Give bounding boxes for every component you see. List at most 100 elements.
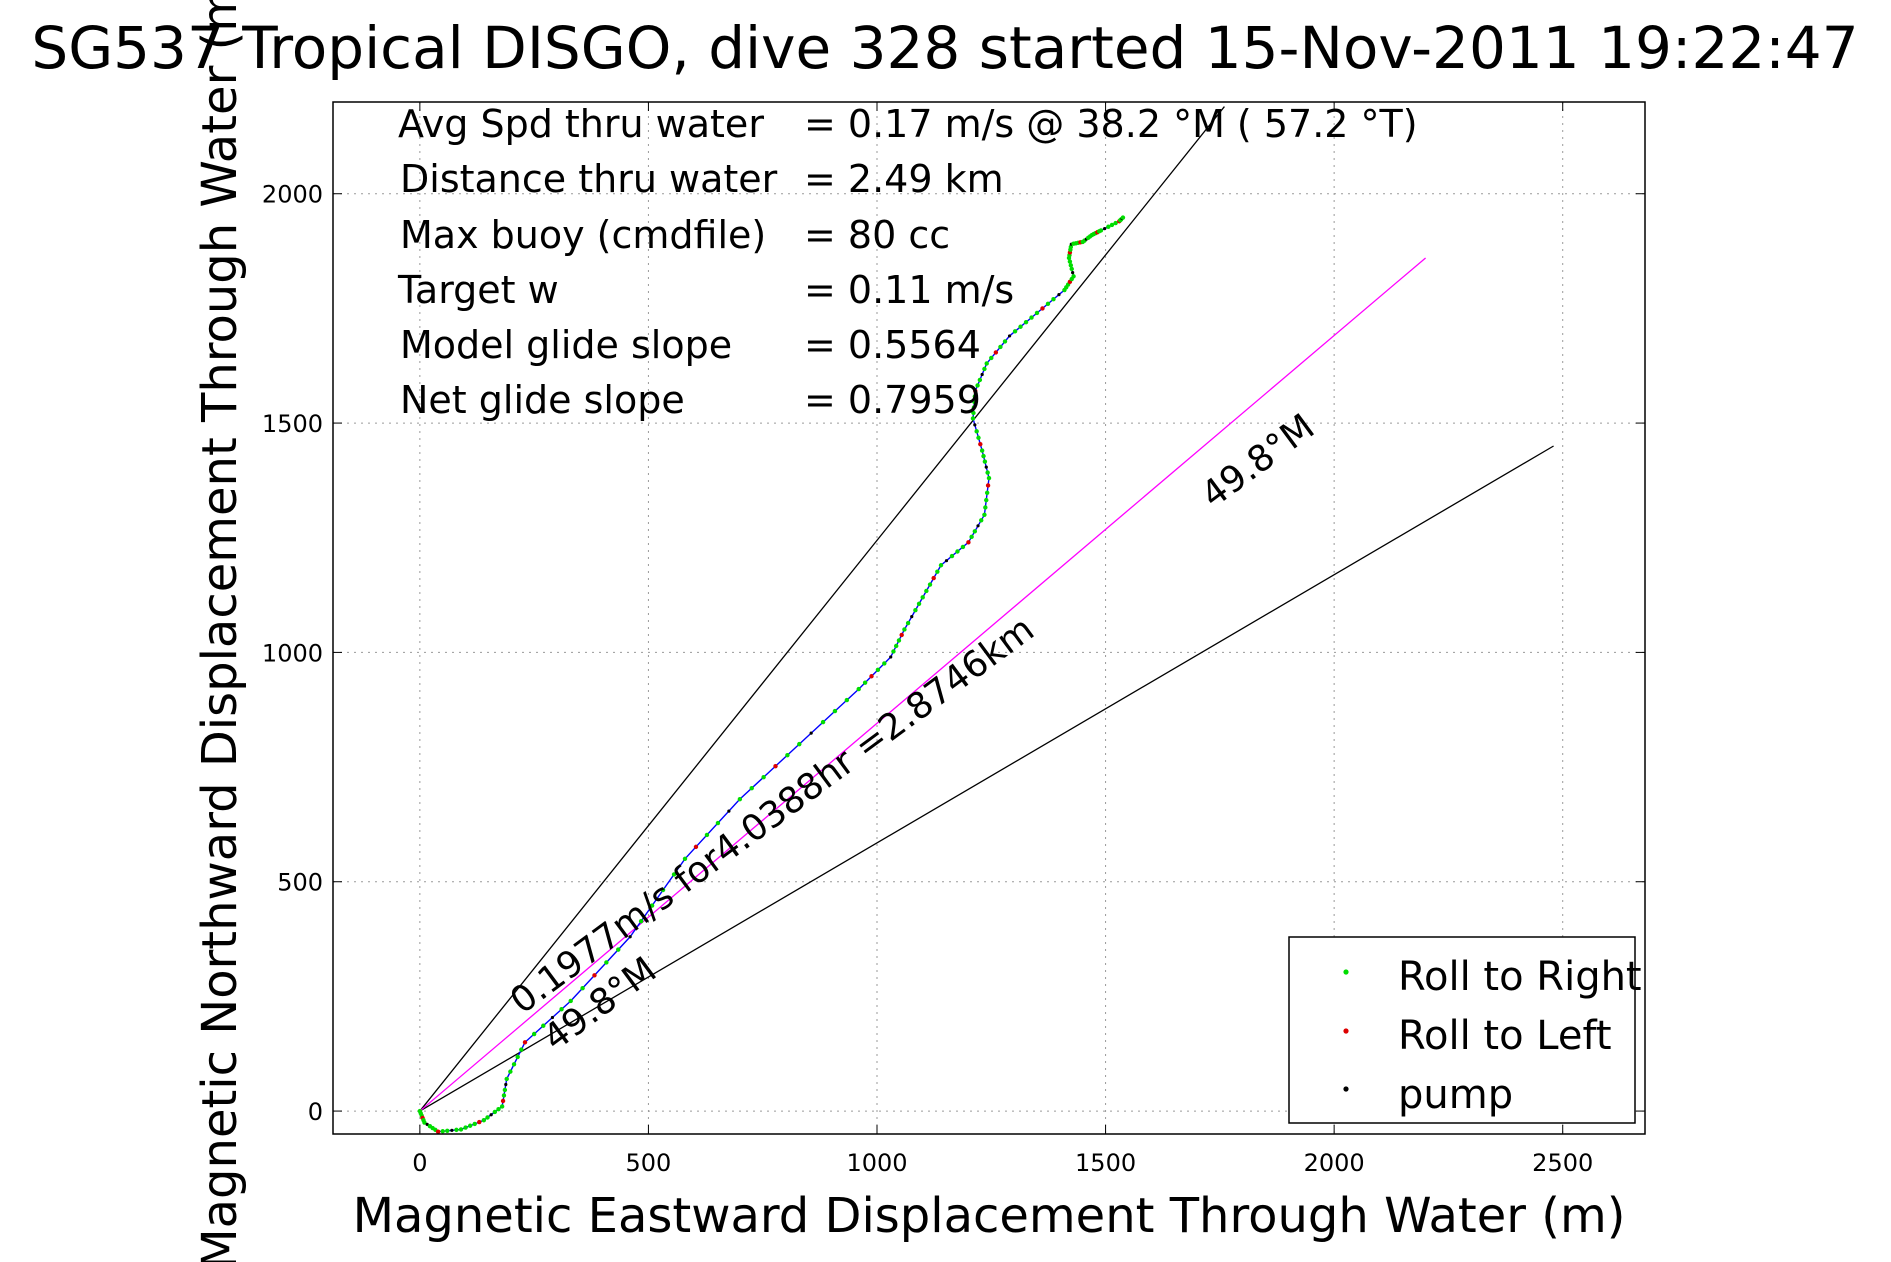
- pump-marker: [976, 524, 980, 528]
- reference-lines: [419, 106, 1554, 1112]
- roll-right-marker: [568, 998, 573, 1004]
- roll-right-marker: [979, 448, 985, 453]
- x-tick-label: 0: [412, 1149, 427, 1177]
- roll-right-marker: [971, 405, 977, 410]
- roll-right-marker: [949, 553, 955, 559]
- roll-right-marker: [761, 774, 766, 780]
- roll-right-marker: [440, 1129, 445, 1134]
- roll-right-marker: [785, 752, 790, 758]
- roll-right-marker: [467, 1123, 473, 1128]
- roll-right-marker: [1069, 266, 1074, 272]
- pump-marker: [504, 1082, 508, 1087]
- roll-right-marker: [905, 620, 911, 626]
- roll-right-marker: [737, 796, 743, 802]
- roll-right-marker: [882, 661, 887, 666]
- roll-right-marker: [894, 643, 899, 649]
- x-tick-label: 1500: [1075, 1149, 1136, 1177]
- roll-right-marker: [977, 377, 983, 383]
- roll-right-marker: [580, 985, 585, 991]
- roll-right-marker: [960, 544, 966, 550]
- stat-label-model-glide: Model glide slope: [400, 323, 732, 367]
- roll-right-marker: [981, 453, 986, 459]
- x-axis-ticks: 0 500 1000 1500 2000 2500: [412, 102, 1593, 1177]
- roll-left-marker: [978, 441, 983, 447]
- roll-right-marker: [969, 534, 974, 540]
- roll-right-marker: [875, 667, 881, 673]
- roll-right-marker: [974, 429, 979, 434]
- roll-right-marker: [559, 1007, 564, 1012]
- roll-right-marker: [604, 960, 609, 965]
- roll-right-marker: [896, 638, 902, 643]
- roll-right-marker: [955, 549, 960, 554]
- roll-right-marker: [832, 708, 838, 714]
- roll-left-marker: [1040, 306, 1045, 311]
- legend: Roll to Right Roll to Left pump: [1288, 936, 1642, 1124]
- roll-right-marker: [927, 582, 933, 587]
- roll-right-marker: [938, 563, 944, 568]
- pump-marker: [809, 731, 813, 735]
- roll-right-marker: [982, 512, 987, 517]
- roll-right-marker: [499, 1104, 505, 1109]
- roll-right-marker: [1029, 315, 1034, 320]
- roll-left-marker: [899, 632, 904, 638]
- roll-right-marker: [982, 366, 987, 372]
- roll-right-marker: [985, 470, 990, 475]
- y-tick-label: 500: [277, 869, 323, 897]
- stat-value-model-glide: = 0.5564: [804, 323, 981, 367]
- pump-marker: [1057, 293, 1061, 297]
- roll-right-marker: [422, 1120, 427, 1125]
- roll-left-marker: [869, 674, 874, 679]
- roll-right-marker: [616, 947, 621, 952]
- roll-right-marker: [920, 595, 925, 600]
- roll-right-marker: [1051, 297, 1056, 302]
- roll-right-marker: [1109, 222, 1115, 228]
- roll-right-marker: [504, 1076, 509, 1082]
- roll-right-marker: [984, 497, 989, 503]
- roll-right-marker: [820, 719, 826, 725]
- stats-block: Avg Spd thru water = 0.17 m/s @ 38.2 °M …: [397, 102, 1418, 422]
- roll-right-marker: [472, 1121, 477, 1127]
- stat-label-target-w: Target w: [397, 268, 559, 312]
- roll-right-marker: [972, 394, 978, 399]
- roll-right-marker: [902, 627, 907, 632]
- roll-right-marker: [454, 1127, 459, 1133]
- stat-value-max-buoy: = 80 cc: [804, 213, 950, 257]
- roll-right-marker: [862, 680, 868, 685]
- roll-right-marker: [975, 383, 980, 388]
- roll-right-marker: [485, 1115, 490, 1120]
- chart-title: SG537 Tropical DISGO, dive 328 started 1…: [31, 14, 1858, 82]
- roll-right-marker: [519, 1047, 524, 1052]
- roll-left-marker: [477, 1119, 482, 1125]
- pump-marker: [1071, 271, 1075, 275]
- roll-right-marker: [1113, 220, 1118, 226]
- roll-right-marker: [1002, 339, 1008, 344]
- roll-right-marker: [1034, 310, 1040, 316]
- legend-label-roll-left: Roll to Left: [1398, 1013, 1612, 1059]
- roll-right-marker: [984, 490, 990, 495]
- pump-marker: [550, 1015, 555, 1020]
- roll-right-marker: [531, 1031, 537, 1037]
- roll-left-marker: [931, 575, 936, 581]
- pump-marker: [1103, 226, 1107, 231]
- pump-marker: [889, 655, 893, 659]
- y-tick-label: 0: [308, 1098, 323, 1126]
- legend-marker-roll-right: [1343, 969, 1349, 975]
- roll-right-marker: [1098, 228, 1104, 233]
- roll-right-marker: [1023, 319, 1029, 325]
- roll-right-marker: [972, 529, 978, 534]
- roll-right-marker: [989, 355, 994, 361]
- roll-right-marker: [983, 505, 988, 510]
- roll-right-marker: [924, 588, 929, 594]
- roll-left-marker: [773, 763, 778, 769]
- roll-right-marker: [984, 361, 989, 366]
- stat-value-avg-speed: = 0.17 m/s @ 38.2 °M ( 57.2 °T): [804, 102, 1418, 146]
- roll-left-marker: [966, 540, 971, 545]
- pump-marker: [450, 1128, 454, 1132]
- roll-left-marker: [993, 350, 999, 355]
- roll-right-marker: [638, 918, 644, 924]
- dive-track: [417, 215, 1126, 1134]
- pump-marker: [910, 615, 914, 619]
- y-tick-label: 1500: [262, 410, 323, 438]
- roll-right-marker: [856, 686, 861, 692]
